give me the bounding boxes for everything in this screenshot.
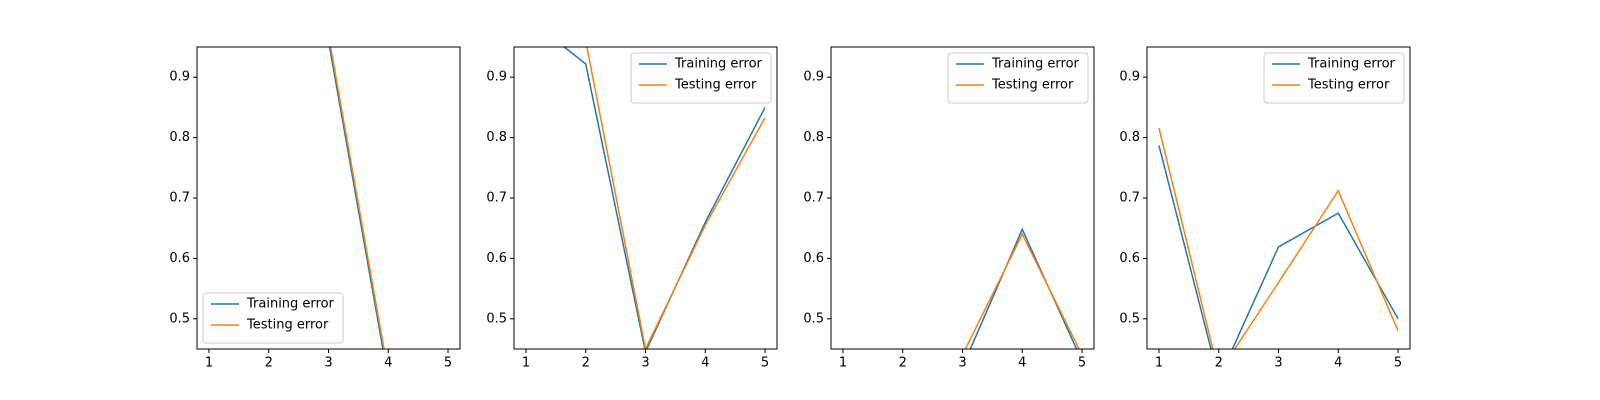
subplot: 1 2 3 4 5 0.5 0.6 0.7 0.8 0.9 Training error Testin…	[486, 46, 778, 371]
y-tick-label: 0.5	[486, 311, 507, 326]
legend: Training error Testing error	[202, 292, 344, 344]
legend: Training error Testing error	[630, 52, 772, 104]
line-series	[969, 227, 1078, 349]
y-tick-label: 0.9	[169, 70, 190, 85]
y-tick-label: 0.8	[803, 130, 824, 145]
legend-label: Testing error	[674, 78, 757, 93]
legend-box	[1263, 52, 1405, 104]
legend-box	[947, 52, 1089, 104]
x-tick-label: 2	[1215, 356, 1223, 371]
y-tick-label: 0.7	[803, 191, 824, 206]
subplot: 1 2 3 4 5 0.5 0.6 0.7 0.8 0.9 Training error Testin…	[1119, 46, 1411, 371]
legend-label: Testing error	[246, 318, 329, 333]
legend-label: Training error	[674, 57, 763, 72]
subplot: 1 2 3 4 5 0.5 0.6 0.7 0.8 0.9 Training error Testin…	[169, 46, 461, 371]
x-tick-label: 5	[1078, 356, 1086, 371]
x-tick-label: 3	[324, 356, 332, 371]
x-tick-label: 2	[899, 356, 907, 371]
x-tick-label: 3	[641, 356, 649, 371]
legend-label: Testing error	[991, 78, 1074, 93]
x-tick-label: 5	[761, 356, 769, 371]
axes-frame	[513, 46, 778, 350]
legend-label: Training error	[991, 57, 1080, 72]
line-series	[964, 232, 1080, 349]
line-series	[563, 47, 766, 349]
y-tick-label: 0.5	[1119, 311, 1140, 326]
legend: Training error Testing error	[947, 52, 1089, 104]
y-tick-label: 0.8	[1119, 130, 1140, 145]
y-tick-label: 0.7	[1119, 191, 1140, 206]
x-tick-label: 3	[1274, 356, 1282, 371]
x-tick-label: 1	[839, 356, 847, 371]
y-tick-label: 0.6	[1119, 251, 1140, 266]
axes-frame	[1146, 46, 1411, 350]
y-tick-label: 0.5	[169, 311, 190, 326]
y-tick-label: 0.8	[169, 130, 190, 145]
x-tick-label: 4	[1334, 356, 1342, 371]
line-series	[1158, 145, 1399, 349]
subplot: 1 2 3 4 5 0.5 0.6 0.7 0.8 0.9 Training error Testin…	[803, 46, 1095, 371]
x-tick-label: 4	[384, 356, 392, 371]
legend: Training error Testing error	[1263, 52, 1405, 104]
y-tick-label: 0.9	[803, 70, 824, 85]
y-tick-label: 0.6	[169, 251, 190, 266]
y-tick-label: 0.7	[486, 191, 507, 206]
legend-box	[630, 52, 772, 104]
legend-label: Testing error	[1307, 78, 1390, 93]
x-tick-label: 3	[958, 356, 966, 371]
y-tick-label: 0.5	[803, 311, 824, 326]
x-tick-label: 5	[444, 356, 452, 371]
y-tick-label: 0.8	[486, 130, 507, 145]
x-tick-label: 2	[265, 356, 273, 371]
x-tick-label: 4	[1018, 356, 1026, 371]
x-tick-label: 1	[1155, 356, 1163, 371]
axes-frame	[830, 46, 1095, 350]
y-tick-label: 0.9	[486, 70, 507, 85]
x-tick-label: 5	[1394, 356, 1402, 371]
legend-box	[202, 292, 344, 344]
axes-frame	[196, 46, 461, 350]
y-tick-label: 0.7	[169, 191, 190, 206]
x-tick-label: 1	[205, 356, 213, 371]
x-tick-label: 4	[701, 356, 709, 371]
x-tick-label: 2	[582, 356, 590, 371]
line-series	[1158, 127, 1399, 349]
legend-label: Training error	[1307, 57, 1396, 72]
y-tick-label: 0.6	[803, 251, 824, 266]
line-series	[586, 47, 766, 349]
legend-label: Training error	[246, 297, 335, 312]
y-tick-label: 0.9	[1119, 70, 1140, 85]
y-tick-label: 0.6	[486, 251, 507, 266]
x-tick-label: 1	[522, 356, 530, 371]
